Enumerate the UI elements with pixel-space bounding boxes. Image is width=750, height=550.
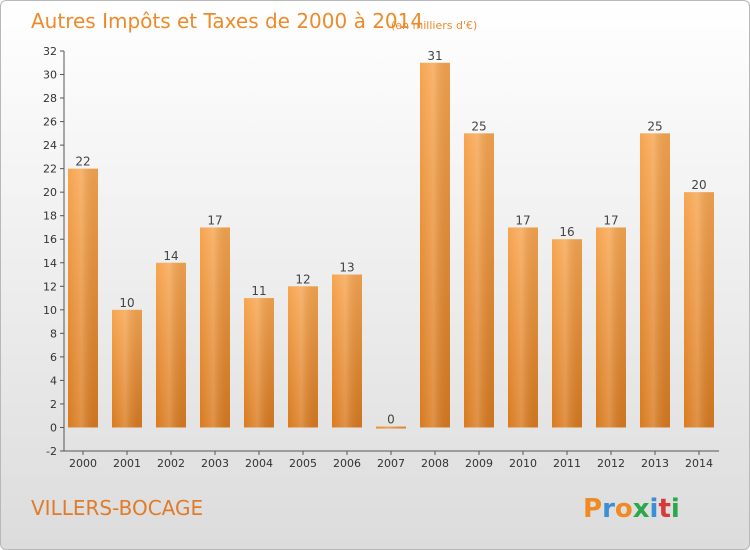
- x-tick-label-2001: 2001: [113, 457, 141, 470]
- y-tick-label: 24: [43, 139, 57, 152]
- value-label-2012: 17: [603, 213, 618, 227]
- x-tick-label-2013: 2013: [641, 457, 669, 470]
- y-tick-label: 18: [43, 210, 57, 223]
- bars: [68, 62, 714, 429]
- y-tick-label: 10: [43, 304, 57, 317]
- bar-shine-2010: [508, 227, 538, 428]
- value-labels: 22 10 14 17 11 12 13 0 31 25 17 16 17 25 20: [75, 49, 706, 427]
- x-tick-label-2014: 2014: [685, 457, 713, 470]
- bar-shine-2011: [552, 239, 582, 428]
- value-label-2002: 14: [163, 249, 178, 263]
- y-tick-label: 30: [43, 69, 57, 82]
- bar-shine-2012: [596, 227, 626, 428]
- value-label-2014: 20: [691, 178, 706, 192]
- y-tick-label: 8: [50, 327, 57, 340]
- chart-subtitle: (en milliers d'€): [391, 19, 477, 32]
- bar-shine-2002: [156, 262, 186, 428]
- y-tick-label: 12: [43, 280, 57, 293]
- x-tick-label-2011: 2011: [553, 457, 581, 470]
- x-tick-label-2003: 2003: [201, 457, 229, 470]
- bar-shine-2005: [288, 286, 318, 428]
- value-label-2011: 16: [559, 225, 574, 239]
- x-tick-label-2006: 2006: [333, 457, 361, 470]
- place-name: VILLERS-BOCAGE: [31, 496, 203, 520]
- bar-shine-2009: [464, 133, 494, 428]
- chart-title: Autres Impôts et Taxes de 2000 à 2014: [31, 9, 423, 33]
- y-tick-label: 6: [50, 351, 57, 364]
- value-label-2013: 25: [647, 119, 662, 133]
- value-label-2003: 17: [207, 213, 222, 227]
- value-label-2009: 25: [471, 119, 486, 133]
- x-tick-label-2007: 2007: [377, 457, 405, 470]
- y-tick-label: 22: [43, 163, 57, 176]
- y-tick-label: 20: [43, 186, 57, 199]
- y-tick-label: 14: [43, 257, 57, 270]
- bar-shine-2008: [420, 62, 450, 428]
- x-tick-label-2004: 2004: [245, 457, 273, 470]
- value-label-2001: 10: [119, 296, 134, 310]
- x-tick-label-2012: 2012: [597, 457, 625, 470]
- y-tick-label: 0: [50, 421, 57, 434]
- x-tick-label-2000: 2000: [69, 457, 97, 470]
- x-tick-label-2005: 2005: [289, 457, 317, 470]
- bar-shine-2013: [640, 133, 670, 428]
- value-label-2006: 13: [339, 261, 354, 275]
- x-tick-label-2009: 2009: [465, 457, 493, 470]
- bar-shine-2007: [376, 426, 406, 429]
- value-label-2008: 31: [427, 49, 442, 63]
- bar-shine-2006: [332, 274, 362, 428]
- x-tick-label-2010: 2010: [509, 457, 537, 470]
- bar-shine-2014: [684, 192, 714, 428]
- bar-shine-2003: [200, 227, 230, 428]
- bar-shine-2004: [244, 298, 274, 428]
- value-label-2005: 12: [295, 272, 310, 286]
- y-tick-label: 26: [43, 116, 57, 129]
- y-tick-label: 4: [50, 374, 57, 387]
- value-label-2000: 22: [75, 155, 90, 169]
- y-tick-label: -2: [46, 445, 57, 458]
- value-label-2004: 11: [251, 284, 266, 298]
- brand-logo: Proxiti: [583, 494, 680, 524]
- y-tick-label: 32: [43, 45, 57, 58]
- y-tick-label: 16: [43, 233, 57, 246]
- value-label-2010: 17: [515, 213, 530, 227]
- y-tick-label: 28: [43, 92, 57, 105]
- x-tick-label-2008: 2008: [421, 457, 449, 470]
- y-tick-label: 2: [50, 398, 57, 411]
- x-tick-label-2002: 2002: [157, 457, 185, 470]
- bar-shine-2000: [68, 168, 98, 428]
- bar-shine-2001: [112, 309, 142, 428]
- value-label-2007: 0: [387, 412, 395, 426]
